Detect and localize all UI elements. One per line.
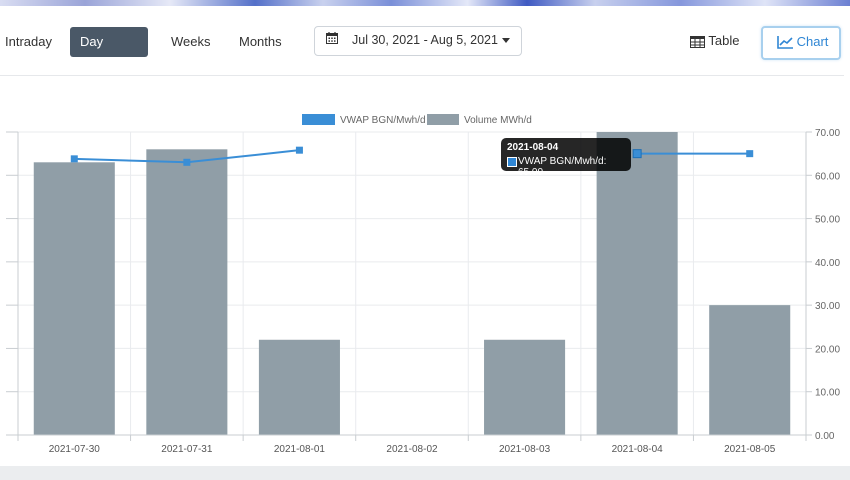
legend: VWAP BGN/Mwh/d Volume MWh/d (302, 114, 532, 126)
tab-months[interactable]: Months (239, 34, 282, 49)
x-tick-label: 2021-07-31 (161, 444, 213, 455)
tab-weeks[interactable]: Weeks (171, 34, 211, 49)
line-chart-icon (777, 36, 793, 49)
tab-intraday[interactable]: Intraday (5, 34, 52, 49)
vwap-point (70, 155, 78, 163)
x-tick-label: 2021-08-02 (386, 444, 438, 455)
vwap-line (70, 146, 754, 166)
volume-bar (258, 339, 340, 435)
tooltip-swatch (507, 157, 517, 167)
date-range-value: Jul 30, 2021 - Aug 5, 2021 (352, 33, 498, 47)
table-icon (690, 35, 705, 48)
volume-bar (709, 305, 791, 435)
right-tick-label: 60.00 (815, 171, 840, 182)
tooltip-label: VWAP BGN/Mwh/d: 65.00 (518, 156, 607, 178)
right-tick-label: 70.00 (815, 128, 840, 139)
vwap-point (632, 149, 642, 159)
chart-view-button[interactable]: Chart (761, 26, 841, 60)
combo-chart: 0.00 10.00 20.00 30.00 40.00 50.00 60.00 70.00 2… (6, 114, 840, 455)
legend-label-vwap: VWAP BGN/Mwh/d (340, 115, 426, 126)
vwap-point (295, 146, 303, 154)
volume-bars (33, 132, 791, 436)
legend-swatch-volume (427, 114, 459, 125)
volume-bar (596, 132, 678, 435)
chevron-down-icon (502, 38, 510, 43)
date-range-picker[interactable]: Jul 30, 2021 - Aug 5, 2021 (314, 26, 522, 56)
grid (17, 131, 807, 436)
right-tick-label: 30.00 (815, 301, 840, 312)
table-view-button[interactable]: Table (690, 26, 739, 56)
vwap-point (183, 158, 191, 166)
right-tick-label: 10.00 (815, 388, 840, 399)
right-tick-label: 20.00 (815, 344, 840, 355)
top-banner (0, 0, 850, 6)
toolbar: Intraday Day Ahead Weeks Months Jul 30, … (0, 18, 850, 79)
bottom-strip (0, 466, 850, 480)
chart-tooltip: 2021-08-04 VWAP BGN/Mwh/d: 65.00 (501, 138, 631, 178)
axes: 0.00 10.00 20.00 30.00 40.00 50.00 60.00 70.00 2… (6, 128, 840, 455)
x-tick-label: 2021-08-04 (612, 444, 664, 455)
toolbar-divider (0, 75, 844, 76)
legend-swatch-vwap (302, 114, 335, 125)
legend-label-volume: Volume MWh/d (464, 115, 532, 126)
x-tick-label: 2021-07-30 (49, 444, 101, 455)
volume-bar (33, 162, 115, 436)
x-tick-label: 2021-08-01 (274, 444, 326, 455)
right-tick-label: 50.00 (815, 215, 840, 226)
right-tick-label: 0.00 (815, 431, 835, 442)
vwap-point (746, 150, 754, 158)
volume-bar (146, 149, 228, 436)
x-tick-label: 2021-08-05 (724, 444, 776, 455)
volume-bar (484, 339, 566, 435)
x-tick-label: 2021-08-03 (499, 444, 551, 455)
calendar-icon (326, 32, 338, 44)
tooltip-title: 2021-08-04 (507, 142, 559, 153)
chart-view-label: Chart (796, 34, 829, 49)
tab-day-ahead[interactable]: Day Ahead (70, 27, 148, 79)
table-view-label: Table (708, 33, 740, 48)
right-tick-label: 40.00 (815, 258, 840, 269)
